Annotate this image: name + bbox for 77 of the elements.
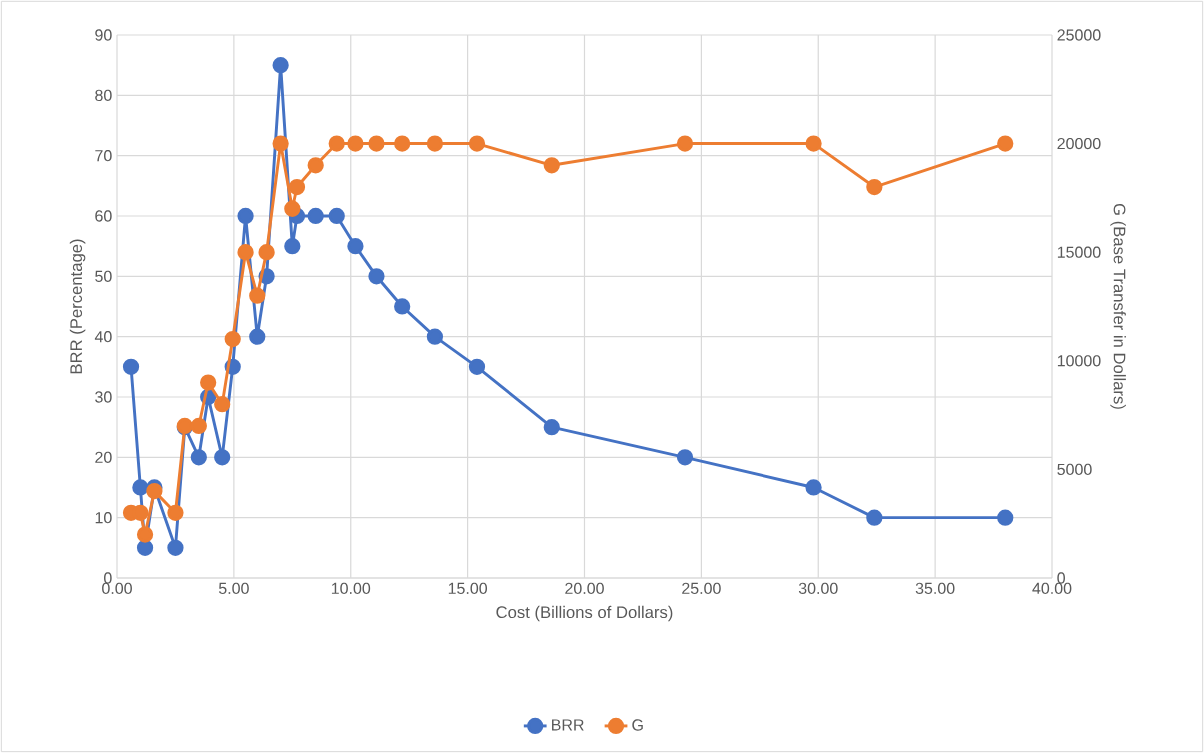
x-tick-label: 0.00 [102, 582, 132, 595]
point [543, 419, 560, 436]
point [676, 449, 694, 466]
point [543, 157, 560, 174]
x-tick-label: 20.00 [565, 582, 604, 595]
y-tick-label: 70 [95, 150, 112, 162]
point [200, 374, 217, 391]
point [167, 504, 184, 521]
x-tick-label: 5.00 [218, 582, 249, 595]
point [805, 135, 822, 152]
point [368, 135, 385, 152]
legend-label: G [632, 719, 643, 731]
point [224, 330, 241, 348]
y2-tick-label: 5000 [1057, 463, 1092, 476]
point [676, 135, 694, 152]
point [190, 417, 207, 435]
point [307, 207, 324, 225]
point [237, 244, 254, 261]
y-tick-label: 0 [104, 572, 112, 584]
x-tick-label: 40.00 [1032, 582, 1072, 595]
point [146, 482, 163, 500]
point [249, 287, 266, 304]
point [167, 539, 184, 556]
point [468, 135, 486, 152]
y-tick-label: 80 [95, 89, 112, 101]
point [249, 328, 266, 345]
point [328, 135, 345, 152]
point [866, 178, 883, 196]
y-tick-label: 10 [95, 512, 112, 524]
y2-tick-label: 10000 [1057, 355, 1101, 367]
y-tick-label: 60 [95, 210, 112, 222]
point [284, 200, 301, 217]
x-tick-label: 15.00 [448, 582, 488, 595]
x-axis-title: Cost (Billions of Dollars) [496, 605, 673, 622]
point [394, 135, 411, 152]
x-tick-label: 35.00 [915, 582, 955, 595]
x-tick-label: 25.00 [682, 582, 721, 595]
point [997, 509, 1014, 526]
x-tick-label: 30.00 [798, 582, 838, 595]
y-tick-label: 50 [95, 270, 112, 282]
y-tick-label: 40 [94, 331, 112, 343]
y2-axis-title: G (Base Transfer in Dollars) [1110, 203, 1126, 409]
point [328, 207, 345, 225]
y2-tick-label: 0 [1057, 572, 1065, 584]
point [237, 207, 254, 225]
y-tick-label: 20 [95, 451, 112, 463]
point [132, 479, 149, 496]
point [997, 135, 1014, 152]
y2-tick-label: 25000 [1057, 29, 1101, 41]
y-axis-title: BRR (Percentage) [69, 239, 86, 374]
point [190, 449, 207, 466]
point [394, 298, 411, 315]
point [122, 358, 140, 375]
point [272, 135, 289, 152]
point [214, 396, 231, 413]
point [136, 526, 154, 543]
y-tick-label: 90 [95, 29, 112, 41]
point [368, 268, 385, 285]
y-tick-label: 30 [95, 391, 112, 403]
legend-label: BRR [552, 719, 584, 731]
point [272, 57, 289, 74]
point [347, 135, 364, 152]
point [136, 539, 154, 556]
point [468, 358, 486, 375]
point [426, 328, 444, 345]
point [214, 449, 231, 466]
point [288, 178, 306, 196]
point [866, 509, 883, 526]
point [426, 135, 444, 152]
point [307, 157, 324, 174]
x-tick-label: 10.00 [331, 582, 371, 595]
point [284, 238, 301, 255]
y2-tick-label: 15000 [1057, 246, 1101, 258]
point [258, 244, 275, 261]
point [805, 479, 822, 496]
point [347, 238, 364, 255]
y2-tick-label: 20000 [1057, 137, 1101, 150]
